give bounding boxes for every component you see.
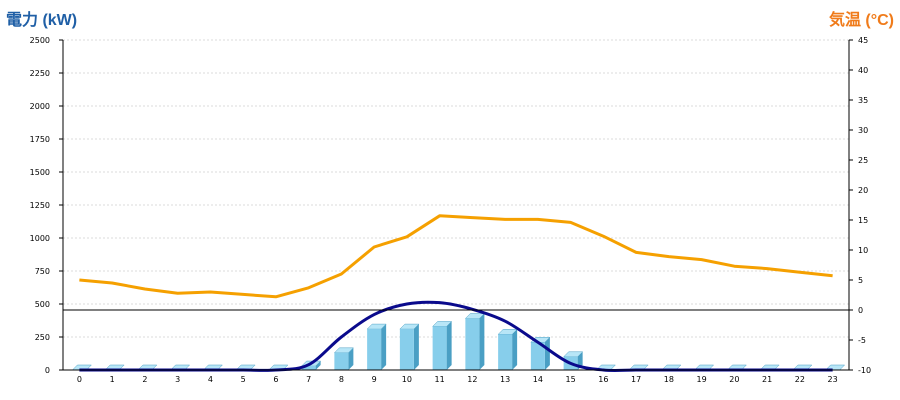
left-axis-title: 電力 (kW) [6,12,78,29]
bar [432,321,453,370]
right-tick-label: 30 [858,126,868,135]
bar-side [348,347,354,370]
axes-layer [59,39,853,371]
x-tick-label: 18 [664,375,674,384]
bar-side [479,313,485,370]
x-tick-label: 1 [110,375,115,384]
bar [366,323,387,370]
x-tick-label: 21 [762,375,772,384]
bar-front [498,334,513,370]
right-tick-label: 20 [858,186,868,195]
left-tick-label: 750 [35,267,50,276]
bars-layer [71,313,846,371]
x-tick-label: 19 [697,375,707,384]
labels-layer: 02505007501000125015001750200022502500-1… [30,36,871,384]
x-tick-label: 10 [402,375,412,384]
x-tick-label: 2 [142,375,147,384]
bar-side [446,321,452,370]
left-tick-label: 1750 [30,135,50,144]
x-tick-label: 17 [631,375,641,384]
x-tick-label: 9 [372,375,377,384]
power-curve-line [79,300,833,372]
x-tick-label: 6 [273,375,278,384]
x-tick-label: 0 [77,375,82,384]
x-tick-label: 14 [533,375,543,384]
bar-front [465,318,480,370]
bar-front [530,342,545,370]
bar-side [544,337,550,370]
right-tick-label: 25 [858,156,868,165]
right-tick-label: 10 [858,246,868,255]
bar-front [399,329,414,370]
right-tick-label: 45 [858,36,868,45]
right-tick-label: -5 [858,336,866,345]
x-tick-label: 11 [435,375,445,384]
x-tick-label: 15 [566,375,576,384]
x-tick-label: 16 [598,375,608,384]
x-tick-label: 8 [339,375,344,384]
right-tick-label: 40 [858,66,868,75]
left-tick-label: 500 [35,300,50,309]
temperature-line [79,214,833,299]
left-tick-label: 250 [35,333,50,342]
bar-side [512,329,518,370]
right-tick-label: 35 [858,96,868,105]
bar-front [301,366,316,370]
right-tick-label: 5 [858,276,863,285]
x-tick-label: 23 [828,375,838,384]
bar-front [432,326,447,370]
bar [464,313,485,370]
lines-layer [79,214,833,372]
bar [333,347,354,370]
bar-front [367,329,382,370]
bar-side [413,324,419,370]
bar [497,329,518,370]
right-tick-label: -10 [858,366,871,375]
x-tick-label: 4 [208,375,213,384]
left-tick-label: 1250 [30,201,50,210]
right-tick-label: 0 [858,306,863,315]
left-tick-label: 1500 [30,168,50,177]
bar-side [381,324,387,370]
right-tick-label: 15 [858,216,868,225]
x-tick-label: 22 [795,375,805,384]
bar-front [334,352,349,370]
right-axis-title: 気温 (°C) [828,12,894,29]
x-tick-label: 3 [175,375,180,384]
left-tick-label: 0 [45,366,50,375]
x-tick-label: 5 [241,375,246,384]
x-tick-label: 12 [467,375,477,384]
left-tick-label: 2000 [30,102,50,111]
x-tick-label: 7 [306,375,311,384]
left-tick-label: 1000 [30,234,50,243]
x-tick-label: 13 [500,375,510,384]
left-tick-label: 2500 [30,36,50,45]
bar [399,323,420,370]
left-tick-label: 2250 [30,69,50,78]
x-tick-label: 20 [729,375,739,384]
bar-side [315,361,321,370]
